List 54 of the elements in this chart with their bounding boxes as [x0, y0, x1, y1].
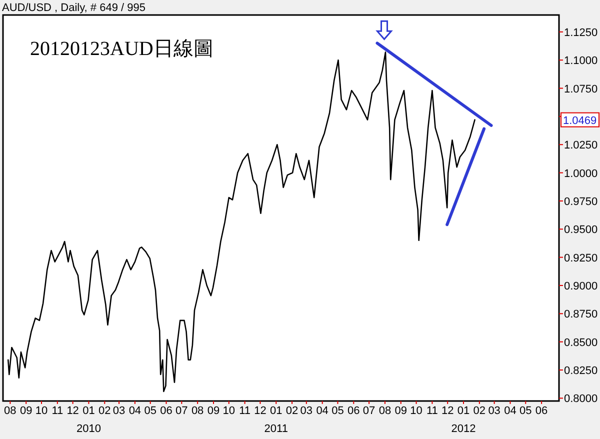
text: 2012 [451, 423, 476, 435]
x-tick-label: 12 [254, 405, 266, 417]
x-tick-label: 11 [426, 405, 438, 417]
x-tick-label: 06 [535, 405, 548, 417]
text: 20120123AUD日線圖 [30, 38, 214, 60]
x-tick-label: 05 [520, 405, 532, 417]
x-tick-label: 01 [82, 405, 95, 417]
x-tick-label: 10 [410, 405, 422, 417]
x-tick-label: 11 [52, 405, 64, 417]
x-tick-label: 02 [286, 405, 298, 417]
x-tick-label: 04 [504, 405, 516, 417]
x-tick-label: 06 [160, 405, 172, 417]
y-tick-label: 1.0250 [564, 140, 598, 152]
y-tick-label: 0.9500 [564, 224, 598, 236]
chart-title: AUD/USD , Daily, # 649 / 995 [2, 2, 146, 14]
x-tick-label: 10 [222, 405, 236, 417]
x-tick-label: 09 [207, 405, 220, 417]
y-tick-label: 0.9000 [564, 280, 598, 292]
y-tick-label: 0.9250 [564, 252, 598, 264]
y-tick-label: 1.0000 [564, 168, 598, 180]
text: 2011 [264, 423, 288, 435]
text: 2010 [76, 423, 101, 435]
y-tick-label: 1.1250 [564, 26, 598, 39]
y-tick-label: 0.9750 [564, 196, 598, 208]
x-tick-label: 04 [316, 405, 328, 417]
y-tick-label: 1.1000 [564, 55, 598, 68]
x-tick-label: 07 [362, 405, 376, 417]
x-tick-label: 03 [112, 405, 126, 417]
y-tick-label: 0.8750 [564, 308, 598, 321]
x-tick-label: 03 [300, 405, 313, 417]
x-tick-label: 02 [473, 405, 486, 417]
x-tick-label: 12 [66, 405, 79, 417]
x-tick-label: 09 [394, 405, 407, 417]
x-tick-label: 01 [457, 405, 470, 417]
x-tick-label: 05 [332, 405, 344, 417]
x-tick-label: 08 [4, 405, 16, 417]
x-tick-label: 10 [35, 405, 48, 417]
x-tick-label: 06 [348, 405, 360, 417]
x-tick-label: 09 [20, 405, 32, 417]
x-tick-label: 05 [144, 405, 156, 417]
y-tick-label: 0.8000 [564, 393, 598, 406]
x-tick-label: 08 [191, 405, 204, 417]
x-tick-label: 03 [488, 405, 500, 417]
y-tick-label: 0.8250 [564, 365, 598, 378]
text: 1.0469 [563, 114, 597, 127]
y-tick-label: 0.8500 [564, 336, 598, 349]
x-tick-label: 07 [176, 405, 188, 417]
y-tick-label: 1.0750 [564, 83, 598, 96]
x-tick-label: 01 [270, 405, 282, 417]
x-tick-label: 04 [128, 405, 142, 417]
x-tick-label: 08 [378, 405, 392, 417]
x-tick-label: 12 [441, 405, 454, 417]
x-tick-label: 02 [98, 405, 111, 417]
x-tick-label: 11 [239, 405, 251, 417]
